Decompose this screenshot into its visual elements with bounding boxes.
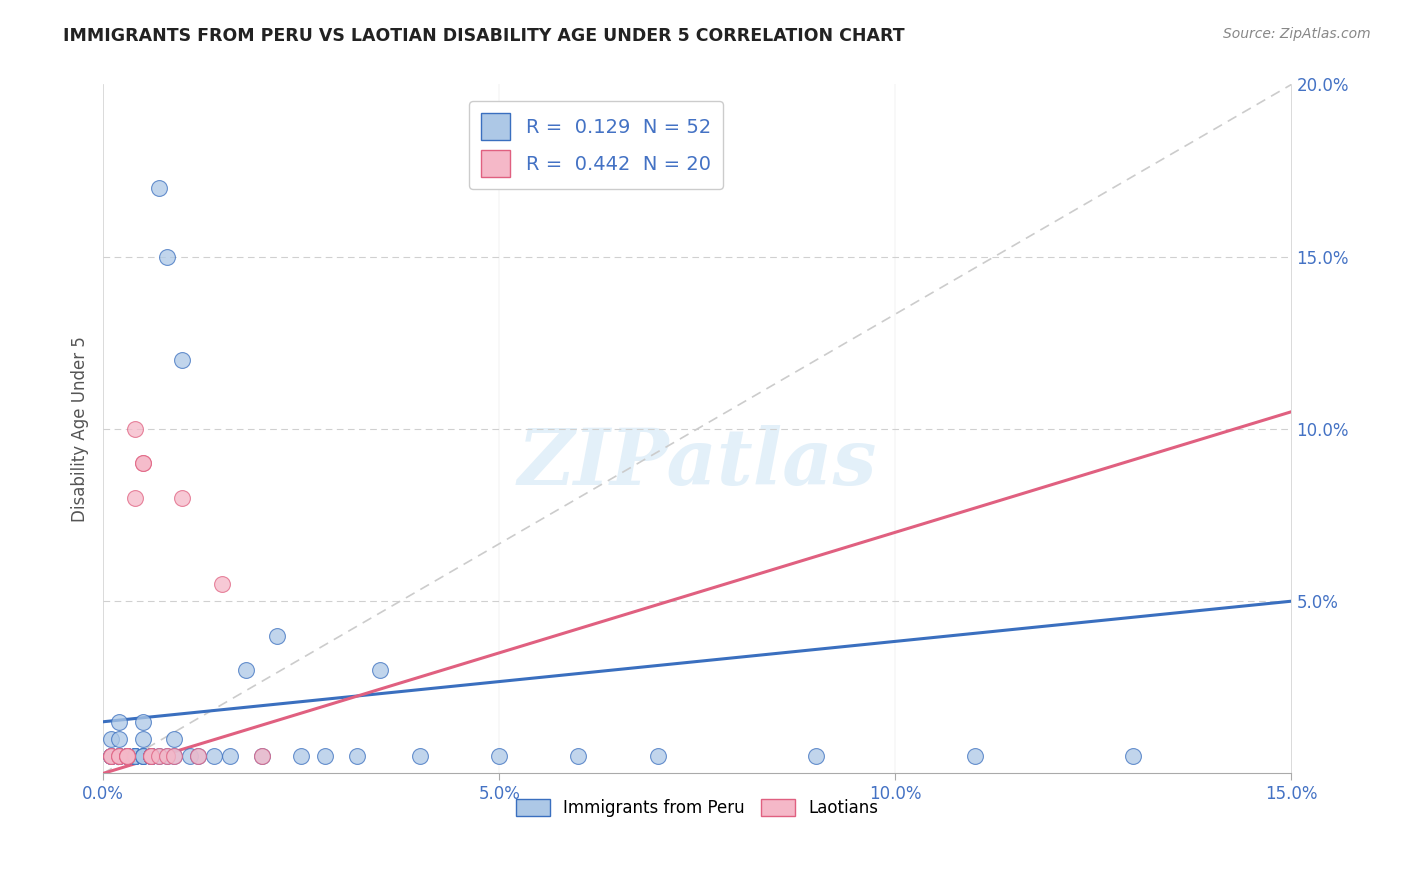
Point xyxy=(132,749,155,764)
Point xyxy=(139,749,162,764)
Point xyxy=(108,714,131,729)
Point xyxy=(115,749,138,764)
Point xyxy=(124,491,146,505)
Point xyxy=(148,181,170,195)
Point xyxy=(148,749,170,764)
Point xyxy=(132,456,155,470)
Text: Source: ZipAtlas.com: Source: ZipAtlas.com xyxy=(1223,27,1371,41)
Point xyxy=(124,749,146,764)
Point xyxy=(108,749,131,764)
Point xyxy=(115,749,138,764)
Point xyxy=(202,749,225,764)
Point xyxy=(132,731,155,746)
Point xyxy=(235,663,257,677)
Point xyxy=(115,749,138,764)
Point xyxy=(211,577,233,591)
Text: IMMIGRANTS FROM PERU VS LAOTIAN DISABILITY AGE UNDER 5 CORRELATION CHART: IMMIGRANTS FROM PERU VS LAOTIAN DISABILI… xyxy=(63,27,905,45)
Point xyxy=(100,749,122,764)
Point xyxy=(187,749,209,764)
Point xyxy=(155,749,177,764)
Point xyxy=(124,422,146,436)
Text: ZIPatlas: ZIPatlas xyxy=(517,425,877,501)
Point xyxy=(250,749,273,764)
Point xyxy=(132,456,155,470)
Legend: Immigrants from Peru, Laotians: Immigrants from Peru, Laotians xyxy=(510,792,884,823)
Point xyxy=(139,749,162,764)
Point xyxy=(250,749,273,764)
Point xyxy=(172,353,194,368)
Point xyxy=(100,749,122,764)
Point xyxy=(567,749,589,764)
Point xyxy=(139,749,162,764)
Point xyxy=(108,749,131,764)
Point xyxy=(108,749,131,764)
Point xyxy=(100,731,122,746)
Point xyxy=(100,749,122,764)
Point xyxy=(187,749,209,764)
Point xyxy=(124,749,146,764)
Point xyxy=(647,749,669,764)
Point xyxy=(346,749,368,764)
Point xyxy=(179,749,201,764)
Point xyxy=(124,749,146,764)
Point xyxy=(963,749,986,764)
Point xyxy=(804,749,827,764)
Point xyxy=(108,749,131,764)
Point xyxy=(155,749,177,764)
Point xyxy=(115,749,138,764)
Point xyxy=(115,749,138,764)
Point xyxy=(314,749,336,764)
Point xyxy=(139,749,162,764)
Point xyxy=(163,749,186,764)
Point xyxy=(139,749,162,764)
Point xyxy=(155,250,177,264)
Point xyxy=(266,629,288,643)
Point xyxy=(132,749,155,764)
Point xyxy=(100,749,122,764)
Point xyxy=(115,749,138,764)
Point xyxy=(108,731,131,746)
Point xyxy=(163,749,186,764)
Point xyxy=(290,749,312,764)
Point xyxy=(163,731,186,746)
Point xyxy=(108,749,131,764)
Point xyxy=(115,749,138,764)
Point xyxy=(124,749,146,764)
Y-axis label: Disability Age Under 5: Disability Age Under 5 xyxy=(72,336,89,522)
Point xyxy=(100,749,122,764)
Point xyxy=(148,749,170,764)
Point xyxy=(409,749,432,764)
Point xyxy=(370,663,392,677)
Point xyxy=(124,749,146,764)
Point xyxy=(488,749,510,764)
Point xyxy=(132,749,155,764)
Point xyxy=(132,714,155,729)
Point xyxy=(219,749,242,764)
Point xyxy=(139,749,162,764)
Point xyxy=(172,491,194,505)
Point xyxy=(1122,749,1144,764)
